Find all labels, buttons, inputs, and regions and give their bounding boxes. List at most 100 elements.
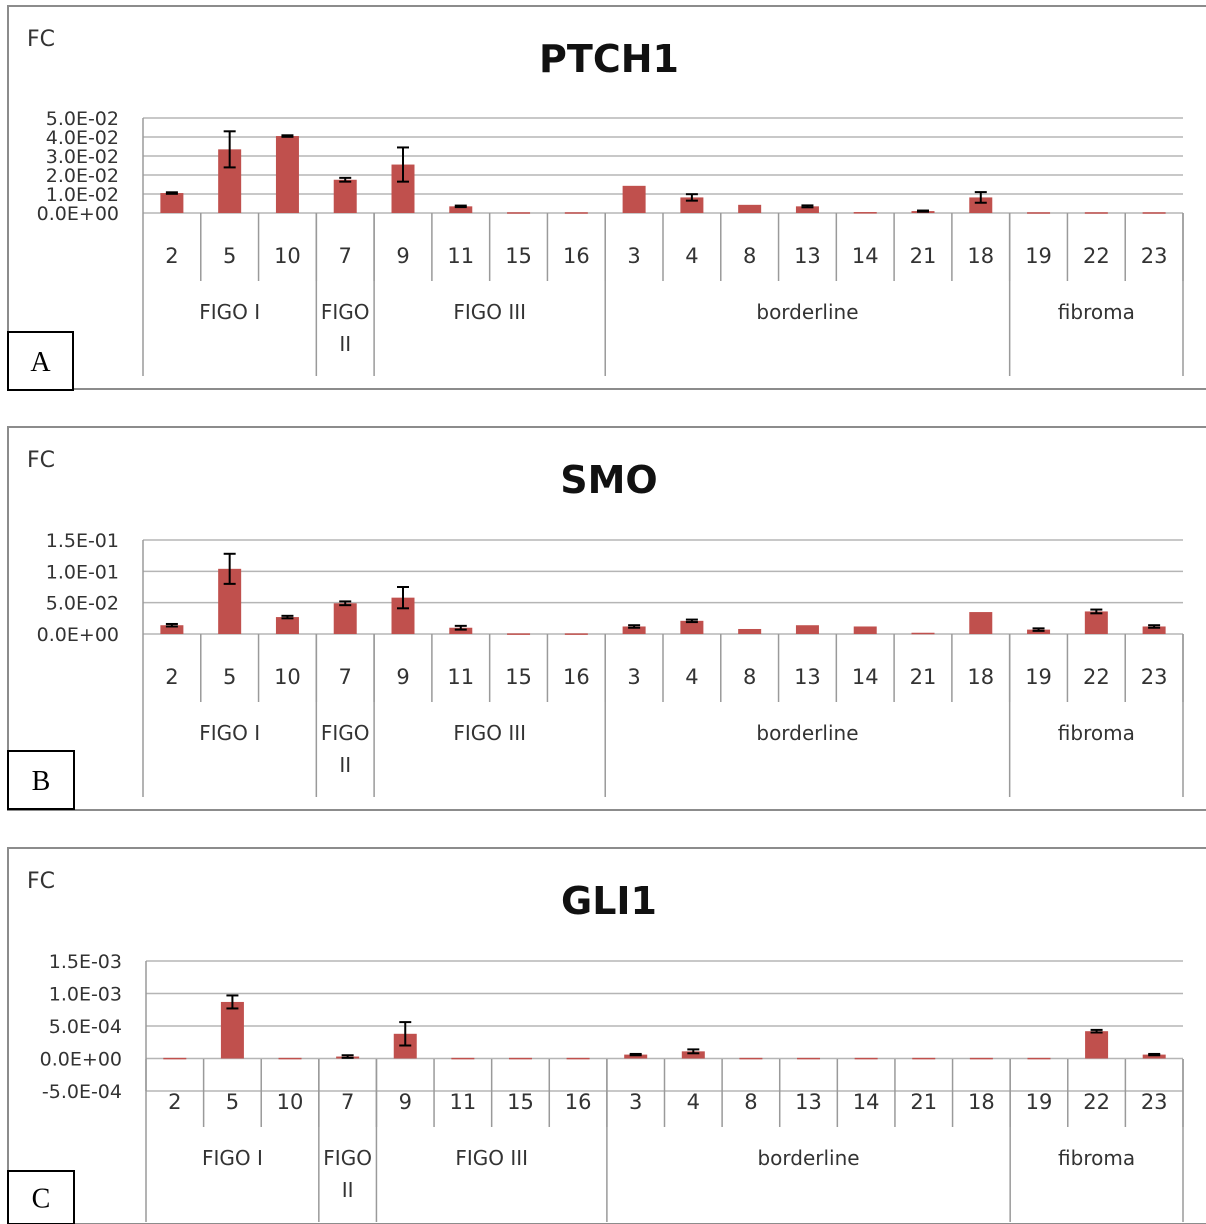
bar-B-3 — [622, 626, 646, 634]
bar-A-18 — [969, 197, 993, 213]
y-tick-label: 5.0E-02 — [46, 593, 119, 615]
bar-A-10 — [275, 136, 299, 213]
x-tick-label: 5 — [226, 1090, 239, 1114]
bar-A-19 — [1027, 212, 1051, 214]
x-tick-label: 7 — [339, 665, 352, 689]
x-tick-label: 10 — [277, 1090, 304, 1114]
x-tick-label: 9 — [399, 1090, 412, 1114]
group-label: borderline — [756, 721, 858, 745]
chart-title: SMO — [560, 458, 658, 502]
bar-B-11 — [449, 627, 473, 634]
bar-C-8 — [739, 1057, 763, 1060]
bar-C-13 — [797, 1057, 821, 1060]
bar-B-10 — [275, 617, 299, 634]
x-tick-label: 18 — [967, 244, 994, 268]
bar-B-16 — [564, 633, 588, 635]
bar-A-7 — [333, 179, 357, 213]
panel-letter: B — [32, 766, 51, 797]
x-tick-label: 7 — [339, 244, 352, 268]
bar-B-9 — [391, 597, 415, 634]
x-tick-label: 4 — [685, 244, 698, 268]
bar-A-2 — [160, 193, 184, 213]
x-tick-label: 10 — [274, 244, 301, 268]
bar-A-16 — [564, 212, 588, 214]
x-tick-label: 23 — [1141, 1090, 1168, 1114]
x-tick-label: 16 — [563, 244, 590, 268]
x-tick-label: 19 — [1025, 665, 1052, 689]
x-tick-label: 9 — [396, 665, 409, 689]
bar-C-10 — [278, 1057, 302, 1060]
bar-C-5 — [220, 1001, 244, 1059]
x-tick-label: 11 — [449, 1090, 476, 1114]
y-tick-label: 0.0E+00 — [40, 1049, 122, 1071]
bar-B-21 — [911, 632, 935, 635]
x-tick-label: 22 — [1083, 244, 1110, 268]
x-tick-label: 21 — [910, 665, 937, 689]
x-tick-label: 13 — [794, 665, 821, 689]
bar-A-14 — [853, 212, 877, 214]
y-tick-label: 1.0E-03 — [49, 984, 122, 1006]
x-tick-label: 23 — [1141, 244, 1168, 268]
x-tick-label: 21 — [910, 244, 937, 268]
y-tick-label: 5.0E-04 — [49, 1016, 122, 1038]
x-tick-label: 11 — [447, 244, 474, 268]
group-label: FIGO III — [453, 300, 526, 324]
x-tick-label: 9 — [396, 244, 409, 268]
chart-panel-A: FC PTCH1 5.0E-024.0E-023.0E-022.0E-021.0E-… — [7, 5, 1206, 391]
x-tick-label: 8 — [744, 1090, 757, 1114]
x-tick-label: 19 — [1025, 244, 1052, 268]
y-tick-label: 1.0E-02 — [46, 184, 119, 206]
x-tick-label: 10 — [274, 665, 301, 689]
x-tick-label: 14 — [852, 665, 879, 689]
bar-B-23 — [1142, 626, 1166, 634]
bar-C-22 — [1085, 1031, 1109, 1059]
group-label: borderline — [757, 1146, 859, 1170]
group-label: FIGO III — [453, 721, 526, 745]
bar-C-19 — [1027, 1057, 1051, 1060]
x-tick-label: 7 — [341, 1090, 354, 1114]
x-tick-label: 3 — [629, 1090, 642, 1114]
y-tick-label: 4.0E-02 — [46, 127, 119, 149]
bar-C-14 — [854, 1057, 878, 1060]
group-label: FIGO II — [321, 721, 370, 777]
bar-A-22 — [1084, 212, 1108, 214]
y-tick-label: 1.5E-01 — [46, 530, 119, 552]
panel-letter-box — [7, 1170, 75, 1224]
x-tick-label: 15 — [507, 1090, 534, 1114]
y-tick-label: 1.0E-01 — [46, 561, 119, 583]
x-tick-label: 13 — [794, 244, 821, 268]
x-tick-label: 23 — [1141, 665, 1168, 689]
x-tick-label: 13 — [795, 1090, 822, 1114]
bar-B-22 — [1084, 611, 1108, 634]
x-tick-label: 4 — [685, 665, 698, 689]
panel-letter-box — [7, 750, 75, 810]
x-tick-label: 15 — [505, 244, 532, 268]
x-tick-label: 2 — [165, 665, 178, 689]
x-tick-label: 5 — [223, 244, 236, 268]
panel-letter-box — [7, 331, 74, 391]
bar-B-8 — [738, 628, 762, 634]
x-tick-label: 16 — [565, 1090, 592, 1114]
x-tick-label: 18 — [967, 665, 994, 689]
bar-A-11 — [449, 206, 473, 213]
x-tick-label: 15 — [505, 665, 532, 689]
group-label: fibroma — [1058, 1146, 1135, 1170]
x-tick-label: 2 — [168, 1090, 181, 1114]
x-tick-label: 3 — [627, 665, 640, 689]
group-label: FIGO I — [199, 721, 260, 745]
bar-C-3 — [624, 1054, 648, 1059]
x-tick-label: 21 — [910, 1090, 937, 1114]
y-tick-label: 0.0E+00 — [37, 624, 119, 646]
chart-title: GLI1 — [561, 879, 657, 923]
bar-B-5 — [218, 568, 242, 634]
group-label: FIGO I — [199, 300, 260, 324]
bar-A-23 — [1142, 212, 1166, 214]
group-label: FIGO II — [321, 300, 370, 356]
group-label: fibroma — [1058, 300, 1135, 324]
x-tick-label: 22 — [1083, 1090, 1110, 1114]
bar-C-16 — [566, 1057, 590, 1060]
chart-panel-B: FC SMO 1.5E-01 1.0E-01 5.0E-02 0.0E+00 2 5 10 7 9 1… — [7, 426, 1206, 811]
chart-title: PTCH1 — [539, 37, 679, 81]
panel-letter: C — [32, 1184, 51, 1215]
